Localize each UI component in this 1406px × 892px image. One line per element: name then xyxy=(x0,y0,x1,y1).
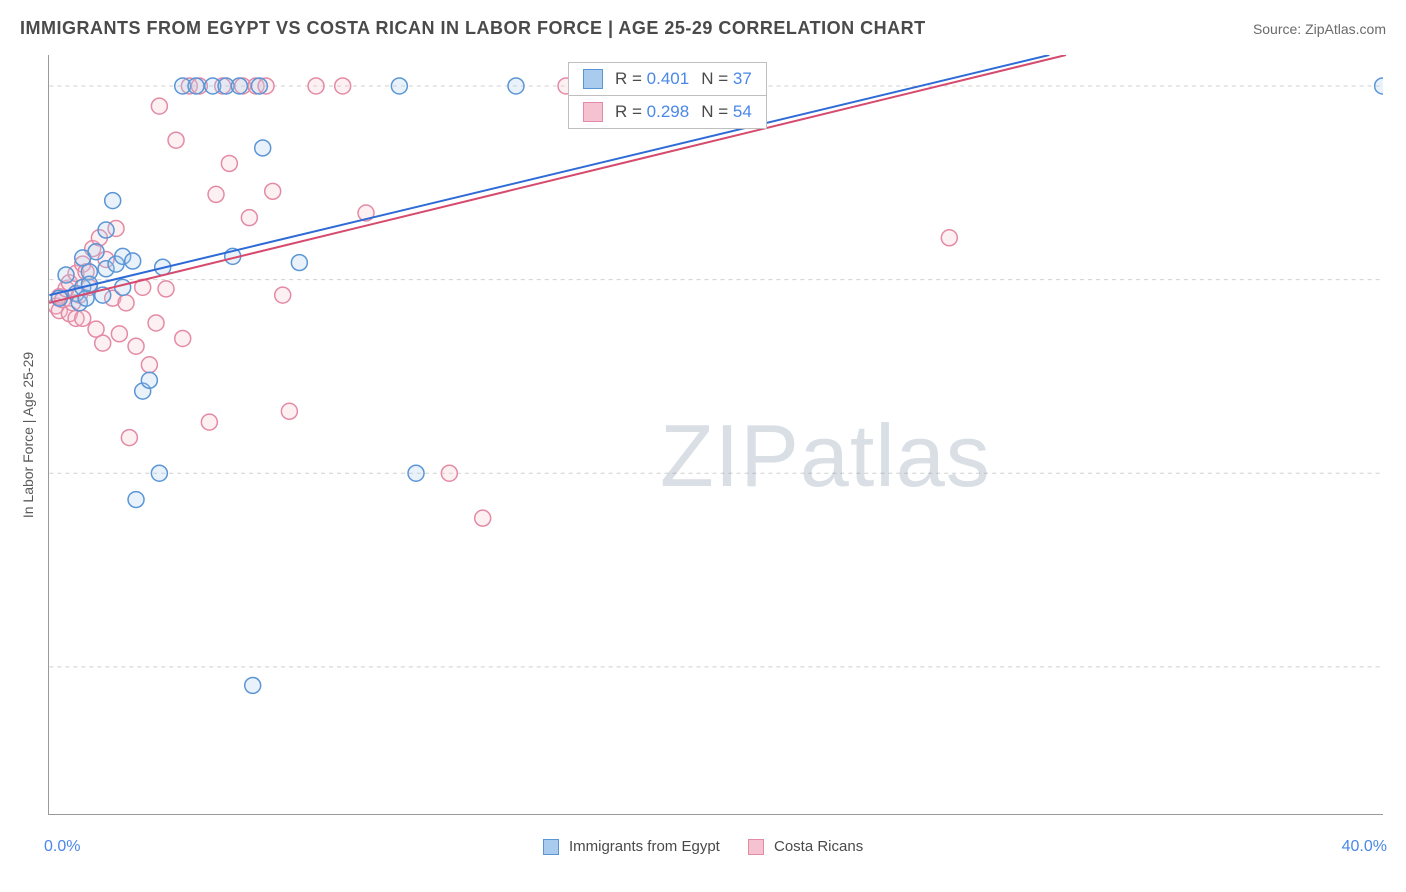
y-axis-label: In Labor Force | Age 25-29 xyxy=(20,352,36,518)
chart-title: IMMIGRANTS FROM EGYPT VS COSTA RICAN IN … xyxy=(20,18,926,39)
legend-swatch-blue-icon xyxy=(543,839,559,855)
correlation-box-blue: R = 0.401 N = 37 xyxy=(568,62,767,96)
y-tick-label: 100.0% xyxy=(1395,76,1406,93)
scatter-svg xyxy=(49,55,1383,814)
y-tick-label: 87.5% xyxy=(1395,270,1406,287)
legend-swatch-blue-icon xyxy=(583,69,603,89)
bottom-legend: Immigrants from Egypt Costa Ricans xyxy=(0,838,1406,855)
y-tick-label: 75.0% xyxy=(1395,464,1406,481)
y-tick-label: 62.5% xyxy=(1395,658,1406,675)
plot-area: 62.5%75.0%87.5%100.0% xyxy=(48,55,1383,815)
legend-swatch-pink-icon xyxy=(748,839,764,855)
legend-item-blue: Immigrants from Egypt xyxy=(543,838,720,855)
legend-item-pink: Costa Ricans xyxy=(748,838,863,855)
source-label: Source: ZipAtlas.com xyxy=(1253,21,1386,37)
legend-swatch-pink-icon xyxy=(583,102,603,122)
correlation-box-pink: R = 0.298 N = 54 xyxy=(568,95,767,129)
